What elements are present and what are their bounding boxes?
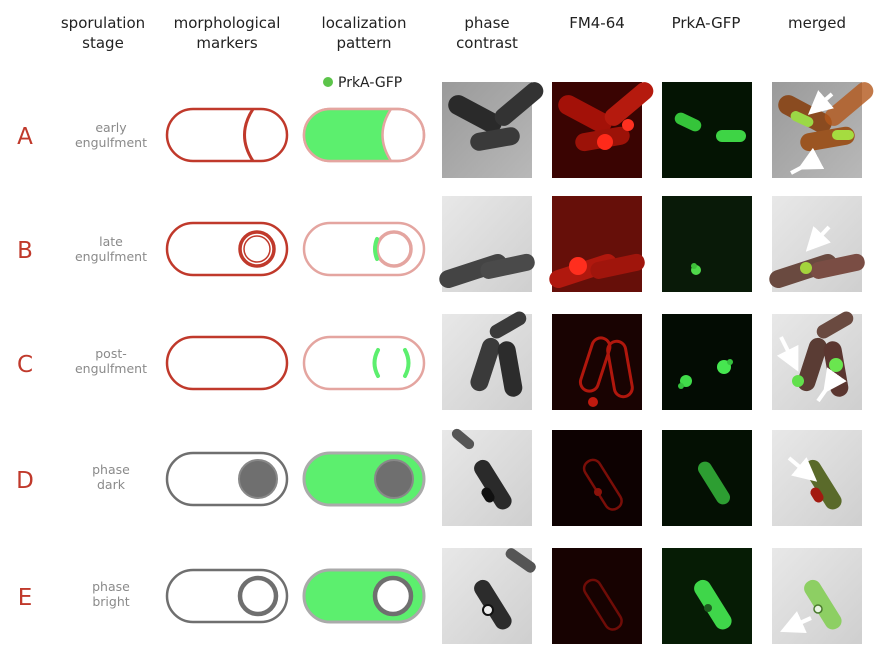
legend-green-dot xyxy=(323,77,333,87)
row-d-stage-line2: dark xyxy=(97,477,126,492)
merged-image-a xyxy=(772,82,874,178)
header-prka-gfp: PrkA-GFP xyxy=(672,14,741,32)
header-markers-line2: markers xyxy=(196,34,258,52)
fm4-64-image-b xyxy=(549,196,645,292)
phase-contrast-image-d xyxy=(442,428,532,526)
legend: PrkA-GFP xyxy=(323,75,402,91)
legend-label: PrkA-GFP xyxy=(338,75,402,91)
prka-gfp-image-d xyxy=(662,430,752,526)
micrographs-row-b xyxy=(439,196,865,292)
merged-image-d xyxy=(772,430,862,526)
localization-cell-a xyxy=(302,107,426,163)
localization-cell-b xyxy=(302,221,426,277)
row-letter-c: C xyxy=(17,352,33,378)
row-e-stage-line1: phase xyxy=(92,579,130,594)
phase-contrast-image-a xyxy=(442,82,544,178)
header-markers-line1: morphological xyxy=(174,14,281,32)
header-phase-line2: contrast xyxy=(456,34,518,52)
fm4-64-image-c xyxy=(552,314,642,410)
marker-cell-a xyxy=(165,107,289,163)
arrow-icon xyxy=(805,225,831,252)
row-labels: A early engulfment B late engulfment C p… xyxy=(16,120,147,611)
row-letter-d: D xyxy=(16,468,34,494)
arrow-icon xyxy=(816,367,847,403)
column-headers: sporulation stage morphological markers … xyxy=(61,14,846,52)
localization-cell-e xyxy=(302,568,426,624)
morphological-markers xyxy=(165,107,289,624)
arrow-icon xyxy=(807,90,834,115)
marker-cell-d xyxy=(165,451,289,507)
row-a-stage-line1: early xyxy=(95,120,127,135)
row-b-stage-line1: late xyxy=(99,234,123,249)
fm4-64-image-d xyxy=(552,430,642,526)
fm4-64-image-e xyxy=(552,548,642,644)
prka-gfp-image-e xyxy=(662,548,752,644)
header-localization-line2: pattern xyxy=(336,34,391,52)
row-letter-e: E xyxy=(18,585,33,611)
merged-image-e xyxy=(772,548,862,644)
row-c-stage-line2: engulfment xyxy=(75,361,147,376)
phase-contrast-image-c xyxy=(442,311,532,410)
row-a-stage-line2: engulfment xyxy=(75,135,147,150)
localization-cell-c xyxy=(302,335,426,391)
prka-gfp-image-b xyxy=(662,196,752,292)
prka-gfp-image-c xyxy=(662,314,752,410)
row-letter-b: B xyxy=(17,238,33,264)
prka-gfp-image-a xyxy=(662,82,752,178)
header-fm4-64: FM4-64 xyxy=(569,14,625,32)
merged-image-c xyxy=(772,311,862,410)
marker-cell-e xyxy=(165,568,289,624)
header-stage-line2: stage xyxy=(82,34,124,52)
marker-cell-b xyxy=(165,221,289,277)
row-b-stage-line2: engulfment xyxy=(75,249,147,264)
header-phase-line1: phase xyxy=(464,14,509,32)
header-merged: merged xyxy=(788,14,846,32)
arrow-icon xyxy=(787,456,818,482)
micrographs-row-c xyxy=(442,311,862,410)
micrographs-row-e xyxy=(442,548,862,644)
row-c-stage-line1: post- xyxy=(95,346,127,361)
phase-contrast-image-e xyxy=(442,548,536,644)
marker-cell-c xyxy=(165,335,289,391)
fm4-64-image-a xyxy=(552,82,654,178)
localization-cell-d xyxy=(302,451,426,507)
row-letter-a: A xyxy=(17,124,33,150)
arrow-icon xyxy=(780,611,812,634)
header-localization-line1: localization xyxy=(322,14,407,32)
row-e-stage-line2: bright xyxy=(92,594,129,609)
arrow-icon xyxy=(776,336,799,372)
merged-image-b xyxy=(769,196,865,292)
micrographs-row-d xyxy=(442,428,862,526)
micrographs-row-a xyxy=(442,82,874,178)
header-stage-line1: sporulation xyxy=(61,14,145,32)
arrow-icon xyxy=(790,147,825,175)
row-d-stage-line1: phase xyxy=(92,462,130,477)
localization-patterns xyxy=(302,107,426,624)
phase-contrast-image-b xyxy=(439,196,535,292)
